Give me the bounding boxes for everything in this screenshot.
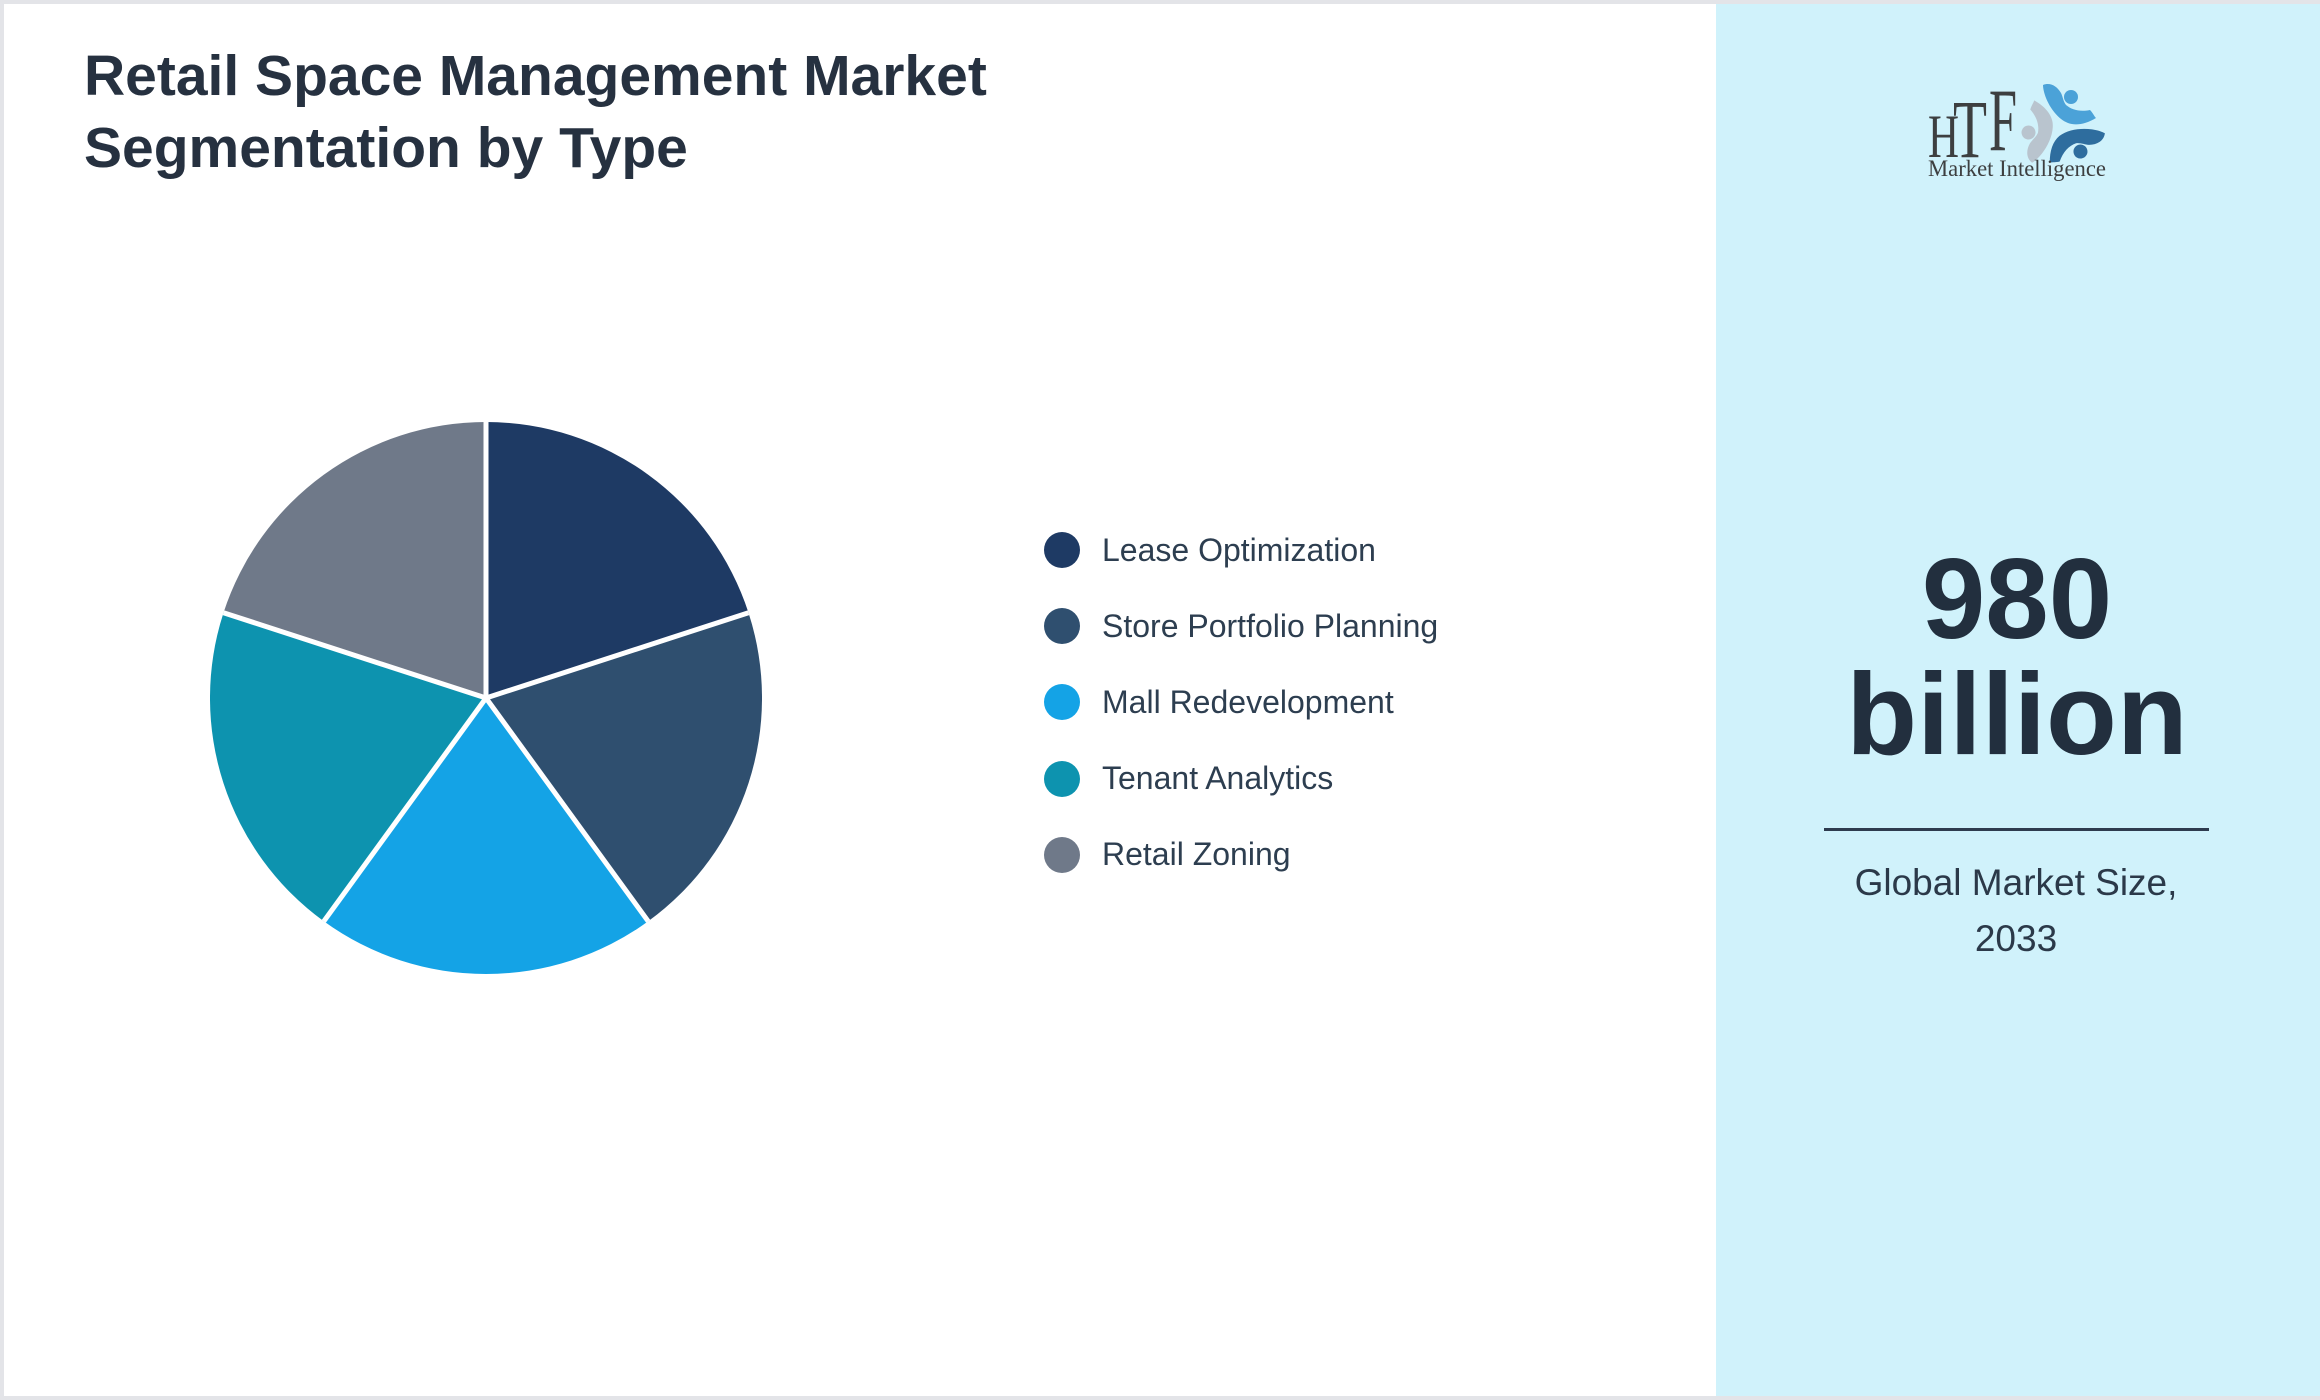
svg-text:H: H xyxy=(1928,104,1959,171)
svg-text:F: F xyxy=(1989,72,2017,170)
svg-text:T: T xyxy=(1953,83,1987,175)
svg-text:Market Intelligence: Market Intelligence xyxy=(1928,156,2106,181)
